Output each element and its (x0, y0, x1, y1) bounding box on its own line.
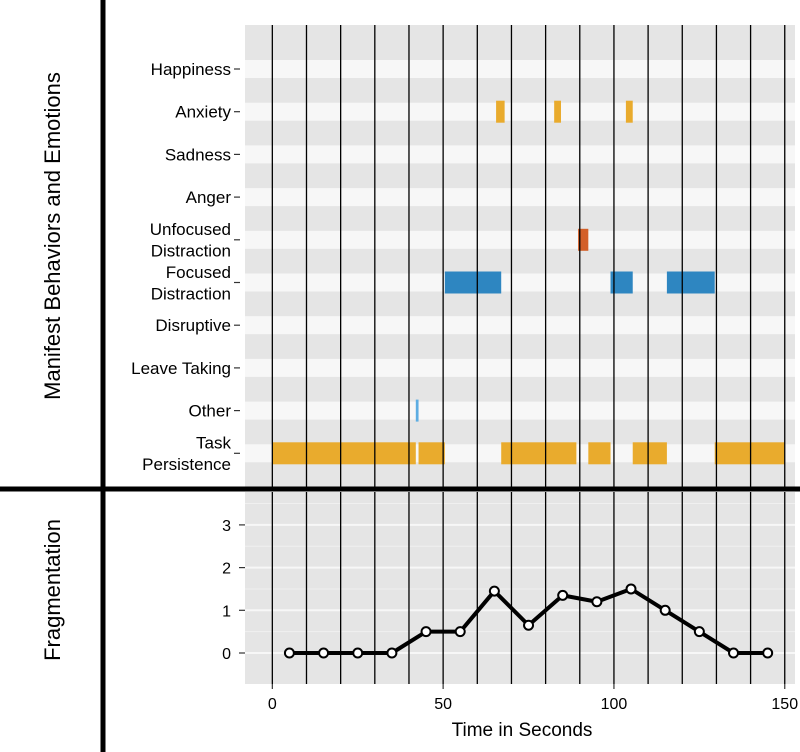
behavior-timeline-panel: Happiness Anxiety Sadness Anger Unfocused Dis… (131, 25, 795, 487)
fragmentation-point (693, 626, 705, 638)
behavior-segment (501, 442, 577, 465)
behavior-segment (496, 100, 505, 123)
behavior-axis-title: Manifest Behaviors and Emotions (40, 72, 65, 400)
y-tick-label: 2 (222, 561, 231, 578)
behavior-segment (632, 442, 667, 465)
fragmentation-point (762, 647, 774, 659)
behavior-segment (415, 399, 419, 422)
behavior-segment (610, 271, 633, 294)
fragmentation-point (386, 647, 398, 659)
row-band (245, 316, 795, 335)
category-label: Leave Taking (131, 359, 231, 378)
row-band (245, 102, 795, 121)
fragmentation-point (283, 647, 295, 659)
fragmentation-point (728, 647, 740, 659)
x-tick-label: 0 (268, 696, 277, 713)
fragmentation-point (454, 626, 466, 638)
y-tick-label: 1 (222, 603, 231, 620)
x-axis-title: Time in Seconds (452, 720, 593, 741)
behavior-segment (625, 100, 633, 123)
row-band (245, 145, 795, 164)
fragmentation-panel: 0 1 2 3 0 50 100 150 (222, 492, 798, 713)
row-band (245, 230, 795, 249)
category-label: Unfocused Distraction (150, 220, 231, 260)
category-label: Other (188, 402, 231, 421)
row-band (245, 358, 795, 377)
row-band (245, 273, 795, 292)
fragmentation-point (352, 647, 364, 659)
fragmentation-point (625, 583, 637, 595)
fragmentation-axis-title: Fragmentation (40, 519, 65, 661)
fragmentation-point (659, 604, 671, 616)
behavior-segment (418, 442, 445, 465)
behavior-segment (588, 442, 611, 465)
row-band (245, 60, 795, 78)
behavior-segment (554, 100, 561, 123)
category-label: Anger (186, 188, 232, 207)
row-band (245, 188, 795, 207)
fragmentation-point (591, 596, 603, 608)
fragmentation-point (557, 589, 569, 601)
category-label: Anxiety (175, 103, 231, 122)
category-label: Task Persistence (142, 434, 231, 475)
x-tick-label: 50 (434, 696, 452, 713)
fragmentation-point (420, 626, 432, 638)
behavior-segment (666, 271, 715, 294)
behavior-segment (714, 442, 785, 465)
category-label: Disruptive (155, 316, 231, 335)
category-label: Happiness (151, 60, 231, 79)
category-label: Focused Distraction (151, 263, 231, 304)
behavior-segment (444, 271, 502, 294)
fragmentation-point (523, 619, 535, 631)
y-tick-label: 0 (222, 646, 231, 663)
behavior-segment (578, 228, 589, 251)
category-label: Sadness (165, 145, 231, 164)
row-band (245, 401, 795, 420)
fragmentation-point (488, 585, 500, 597)
x-tick-label: 150 (771, 696, 798, 713)
fragmentation-point (318, 647, 330, 659)
y-tick-label: 3 (222, 518, 231, 535)
behavior-segment (272, 442, 416, 465)
x-tick-label: 100 (601, 696, 628, 713)
